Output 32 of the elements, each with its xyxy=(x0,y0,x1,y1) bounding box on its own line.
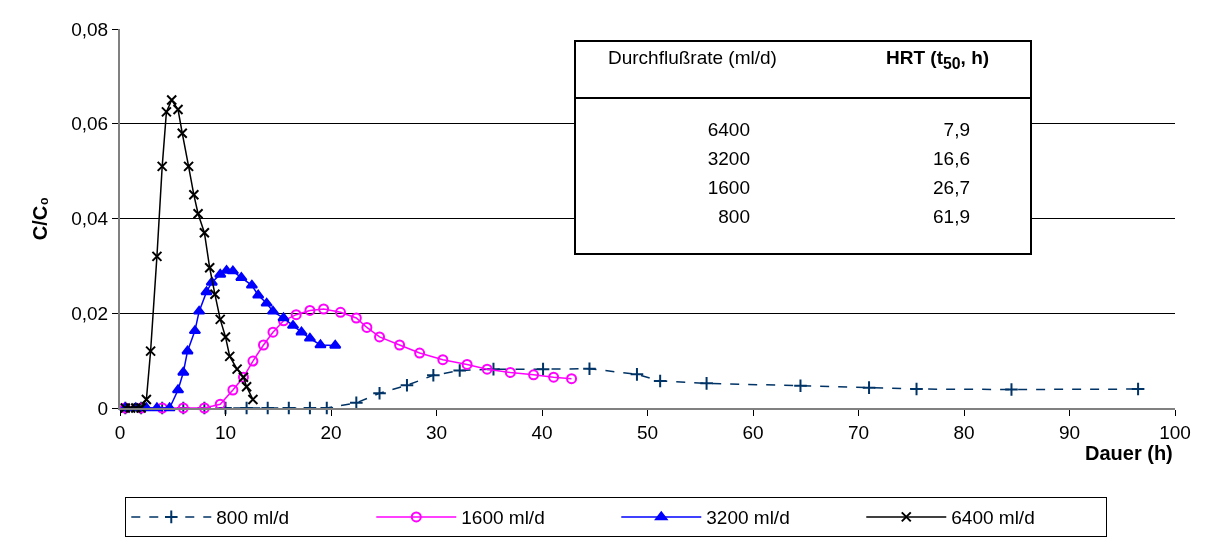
annotation: 1600 xyxy=(707,177,750,199)
x-tick-label: 90 xyxy=(1058,421,1081,443)
x-tick-label: 10 xyxy=(214,421,237,443)
x-tick-label: 50 xyxy=(636,421,659,443)
legend-label: 6400 ml/d xyxy=(951,507,1035,529)
x-tick-label: 70 xyxy=(847,421,870,443)
x-tick-label: 30 xyxy=(425,421,448,443)
x-tick-label: 80 xyxy=(953,421,975,443)
x-tick-label: 0 xyxy=(114,421,126,443)
y-tick-label: 0,06 xyxy=(71,113,109,135)
x-tick-label: 40 xyxy=(531,421,553,443)
x-tick-label: 60 xyxy=(742,421,764,443)
annotation: 26,7 xyxy=(933,177,970,199)
annotation: Durchflußrate (ml/d) xyxy=(608,47,777,69)
annotation: 16,6 xyxy=(933,148,970,170)
x-tick-label: 100 xyxy=(1159,421,1191,443)
legend-label: 1600 ml/d xyxy=(461,507,545,529)
annotation: 800 xyxy=(718,206,750,228)
annotation: 3200 xyxy=(707,148,750,170)
annotation: HRT (t$_{50}$, h) xyxy=(886,47,990,73)
annotation: 6400 xyxy=(707,119,750,141)
legend-label: 800 ml/d xyxy=(216,507,290,529)
y-tick-label: 0,08 xyxy=(71,18,109,40)
annotation: 61,9 xyxy=(933,206,970,228)
y-tick-label: 0,02 xyxy=(71,302,109,324)
x-tick-label: 20 xyxy=(320,421,342,443)
legend-label: 3200 ml/d xyxy=(706,507,790,529)
annotation: 7,9 xyxy=(943,119,970,141)
y-tick-label: 0,04 xyxy=(71,208,109,230)
y-tick-label: 0 xyxy=(97,397,109,419)
x-axis-title: Dauer (h) xyxy=(1085,442,1173,464)
y-axis-title: C/C₀ xyxy=(29,196,52,241)
